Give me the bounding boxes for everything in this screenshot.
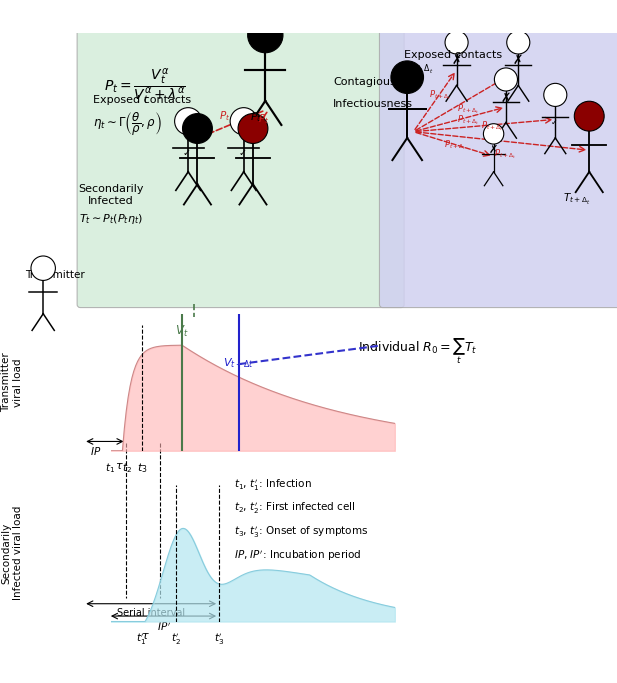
Text: $t_1$: $t_1$ (105, 461, 115, 475)
Text: Secondarily
Infected: Secondarily Infected (78, 184, 144, 206)
Text: $t_2'$: $t_2'$ (172, 632, 181, 647)
Text: $\eta_t \sim \Gamma\left(\dfrac{\theta}{\rho}, \rho\right)$: $\eta_t \sim \Gamma\left(\dfrac{\theta}{… (93, 110, 162, 137)
Text: $IP$: $IP$ (90, 445, 101, 456)
Text: Exposed contacts: Exposed contacts (404, 51, 502, 60)
Text: Transmitter: Transmitter (25, 270, 85, 280)
Text: $P_{t+\Delta_t}$: $P_{t+\Delta_t}$ (429, 89, 451, 102)
Text: $t_1$, $t_1'$: Infection
$t_2$, $t_2'$: First infected cell
$t_3$, $t_3'$: Onset: $t_1$, $t_1'$: Infection $t_2$, $t_2'$: … (234, 477, 369, 563)
Text: $P_t$: $P_t$ (219, 109, 230, 123)
Text: Infectiousness: Infectiousness (333, 99, 413, 109)
Text: Transmitter
viral load: Transmitter viral load (1, 352, 23, 413)
Circle shape (31, 256, 56, 281)
Text: $IP'$: $IP'$ (157, 620, 170, 632)
Circle shape (494, 68, 518, 91)
Text: ✗: ✗ (513, 54, 524, 67)
Text: ✗: ✗ (451, 54, 462, 67)
Text: $P_{t+\Delta_t}$: $P_{t+\Delta_t}$ (444, 138, 466, 152)
Text: $\tau$: $\tau$ (141, 632, 149, 641)
Text: Serial interval: Serial interval (117, 608, 185, 618)
Text: $t_3'$: $t_3'$ (214, 632, 224, 647)
Text: ✗: ✗ (489, 145, 499, 155)
Circle shape (238, 113, 268, 143)
Text: $P_{t+\Delta_t}$: $P_{t+\Delta_t}$ (481, 120, 503, 133)
Text: $\eta_{t+\Delta_t}$: $\eta_{t+\Delta_t}$ (404, 63, 434, 76)
Text: ✓: ✓ (238, 148, 247, 158)
FancyBboxPatch shape (77, 30, 404, 307)
Text: $P_{t+\Delta_t}$: $P_{t+\Delta_t}$ (457, 102, 479, 116)
Text: $t_3$: $t_3$ (137, 461, 147, 475)
Circle shape (483, 124, 503, 144)
Text: ✓: ✓ (183, 148, 191, 158)
Text: $P_{t+\Delta_t}$: $P_{t+\Delta_t}$ (457, 113, 479, 127)
Circle shape (230, 108, 257, 135)
Circle shape (507, 31, 530, 54)
Text: $P_t$: $P_t$ (258, 113, 269, 126)
Text: $P_t = \dfrac{V_t^{\alpha}}{V_t^{\alpha} + \lambda^{\alpha}}$: $P_t = \dfrac{V_t^{\alpha}}{V_t^{\alpha}… (104, 67, 186, 107)
Circle shape (183, 113, 212, 143)
Text: Secondarily
Infected viral load: Secondarily Infected viral load (1, 506, 23, 600)
Circle shape (445, 31, 468, 54)
Text: Contagiousness: Contagiousness (333, 77, 421, 87)
Circle shape (574, 101, 604, 131)
Text: $P_t$: $P_t$ (251, 110, 262, 124)
Circle shape (391, 61, 423, 94)
Text: $P_{t+\Delta_t}$: $P_{t+\Delta_t}$ (494, 148, 516, 161)
Text: $T_{t+\Delta_t}$: $T_{t+\Delta_t}$ (563, 192, 590, 207)
Text: $t_2$: $t_2$ (122, 461, 131, 475)
FancyBboxPatch shape (379, 30, 617, 307)
Text: $T_t \sim P_t(P_t\eta_t)$: $T_t \sim P_t(P_t\eta_t)$ (79, 212, 143, 226)
Text: Individual $R_0 = \sum_t T_t$: Individual $R_0 = \sum_t T_t$ (358, 336, 478, 365)
Text: Exposed contacts: Exposed contacts (93, 95, 191, 104)
Text: ✗: ✗ (500, 92, 511, 105)
Circle shape (247, 18, 283, 53)
Text: ✓: ✓ (550, 117, 558, 126)
Circle shape (544, 83, 567, 107)
Text: $t_1'$: $t_1'$ (136, 632, 146, 647)
Text: $V_t$: $V_t$ (175, 324, 189, 339)
Text: $\tau$: $\tau$ (115, 461, 124, 471)
Text: $V_{t+\Delta t}$: $V_{t+\Delta t}$ (223, 357, 254, 370)
Circle shape (175, 108, 202, 135)
